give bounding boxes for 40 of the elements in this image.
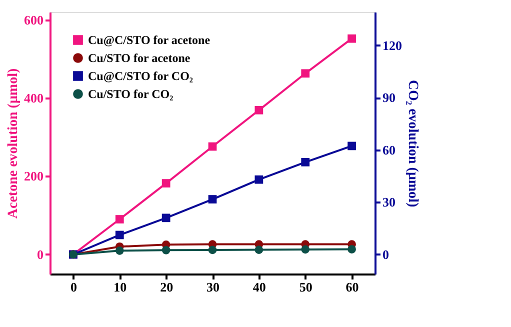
point (301, 69, 310, 78)
y2-axis-title: CO₂ evolution (μmol) (405, 80, 420, 208)
point (348, 142, 356, 150)
legend-label: Cu/STO for CO₂ (88, 87, 174, 101)
point (348, 245, 356, 254)
x-tick-label: 50 (299, 280, 312, 294)
y-tick-label: 600 (24, 12, 44, 28)
x-tick-label: 10 (114, 280, 127, 294)
legend-label: Cu/STO for acetone (88, 51, 191, 65)
point (208, 246, 217, 254)
point (348, 34, 356, 43)
y2-tick-label: 0 (382, 246, 389, 262)
point (254, 175, 264, 184)
y2-tick-label: 60 (382, 142, 396, 158)
y2-tick-label: 120 (382, 38, 402, 53)
y-axis-title: Acetone evolution (μmol) (6, 68, 21, 219)
point (208, 195, 217, 204)
legend-label: Cu@C/STO for CO₂ (88, 69, 194, 83)
legend-label: Cu@C/STO for acetone (88, 33, 211, 47)
x-tick-label: 60 (346, 280, 359, 294)
point (115, 215, 124, 224)
y2-tick-label: 90 (382, 90, 396, 106)
x-tick-label: 40 (252, 280, 266, 294)
point (162, 214, 170, 222)
point (162, 179, 170, 188)
point (208, 142, 217, 151)
x-tick-label: 0 (70, 280, 77, 294)
y-tick-label: 400 (24, 90, 44, 106)
y-tick-label: 200 (24, 168, 44, 184)
point (254, 246, 264, 254)
y2-tick-label: 30 (382, 194, 396, 210)
y-tick-label: 0 (37, 246, 44, 262)
point (301, 245, 310, 254)
point (162, 246, 170, 254)
point (115, 230, 124, 240)
point (254, 106, 264, 114)
x-tick-label: 30 (206, 280, 220, 294)
point (301, 158, 310, 166)
point (115, 246, 124, 255)
x-tick-label: 20 (160, 280, 174, 294)
